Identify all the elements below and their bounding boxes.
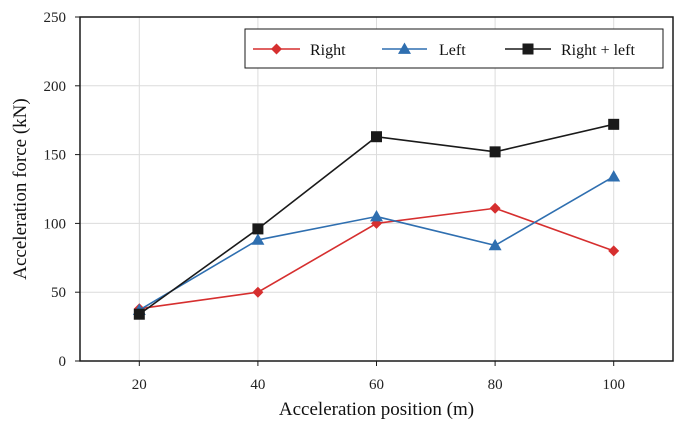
x-tick-label: 80 (488, 377, 503, 393)
x-tick-label: 40 (250, 377, 265, 393)
y-tick-label: 250 (44, 10, 67, 26)
x-axis-ticks: 20 40 60 80 100 (132, 361, 625, 393)
data-point (371, 131, 382, 143)
data-point (252, 286, 264, 298)
data-point (489, 146, 501, 158)
y-tick-label: 100 (44, 216, 67, 232)
y-tick-label: 150 (44, 148, 67, 164)
data-point (252, 223, 264, 235)
data-point (608, 118, 620, 130)
legend-marker (522, 43, 534, 55)
legend: Right Left Right + left (244, 28, 664, 69)
data-point (370, 210, 383, 222)
data-point (488, 238, 502, 251)
legend-box (244, 28, 664, 69)
data-point (489, 202, 501, 214)
x-axis-label: Acceleration position (m) (279, 399, 474, 420)
legend-label: Left (439, 42, 466, 59)
legend-label: Right (310, 42, 346, 59)
data-point (251, 233, 265, 245)
legend-entry: Left (382, 42, 466, 59)
series-group (132, 118, 621, 320)
y-axis-label: Acceleration force (kN) (10, 98, 31, 279)
series-right-left (133, 118, 620, 320)
data-point (607, 170, 621, 182)
legend-marker (398, 42, 411, 54)
y-axis-ticks: 0 50 100 150 200 250 (44, 10, 80, 370)
legend-entry: Right (253, 42, 346, 59)
legend-label: Right + left (561, 42, 635, 59)
legend-marker (271, 43, 282, 55)
data-point (608, 245, 620, 257)
x-tick-label: 20 (132, 377, 147, 393)
x-tick-label: 60 (369, 377, 384, 393)
data-point (133, 308, 145, 320)
legend-entry: Right + left (505, 42, 635, 59)
gridlines (80, 16, 673, 362)
y-tick-label: 200 (44, 79, 67, 95)
x-tick-label: 100 (602, 377, 625, 393)
y-tick-label: 0 (59, 354, 67, 370)
y-tick-label: 50 (51, 285, 66, 301)
